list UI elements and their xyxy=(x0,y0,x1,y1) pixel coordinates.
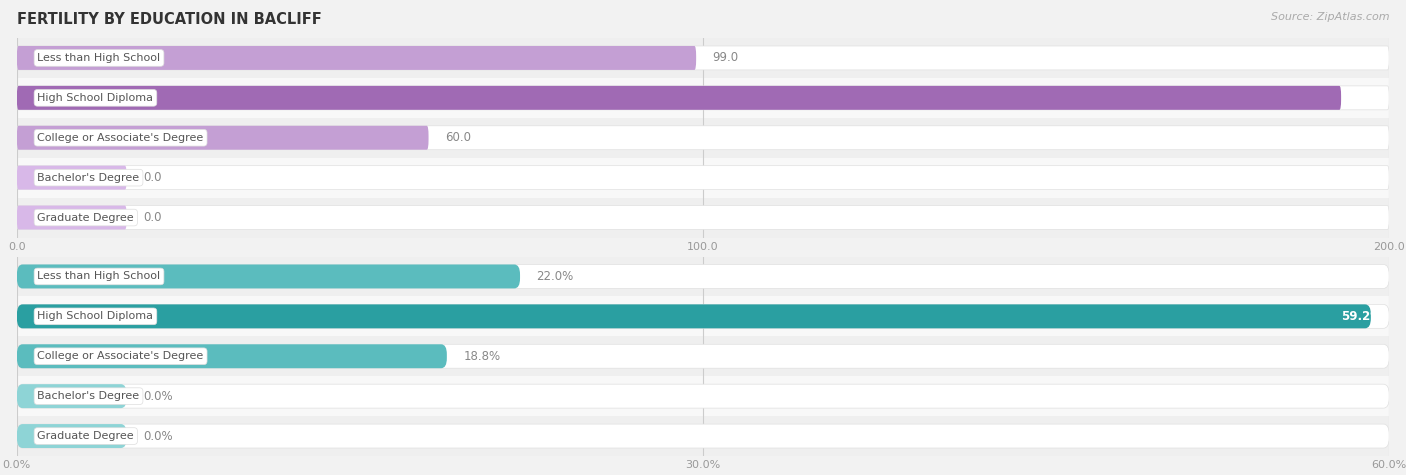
FancyBboxPatch shape xyxy=(17,46,1389,70)
Text: Bachelor's Degree: Bachelor's Degree xyxy=(38,172,139,183)
Text: Graduate Degree: Graduate Degree xyxy=(38,212,134,223)
Text: 60.0: 60.0 xyxy=(446,131,471,144)
FancyBboxPatch shape xyxy=(17,166,1389,190)
Text: High School Diploma: High School Diploma xyxy=(38,311,153,322)
Text: College or Associate's Degree: College or Associate's Degree xyxy=(38,133,204,143)
FancyBboxPatch shape xyxy=(17,265,520,288)
Bar xyxy=(17,158,1389,198)
Text: 0.0%: 0.0% xyxy=(143,390,173,403)
Text: College or Associate's Degree: College or Associate's Degree xyxy=(38,351,204,361)
FancyBboxPatch shape xyxy=(17,166,127,190)
Bar xyxy=(17,296,1389,336)
Text: Bachelor's Degree: Bachelor's Degree xyxy=(38,391,139,401)
Bar xyxy=(17,198,1389,238)
FancyBboxPatch shape xyxy=(17,384,127,408)
Text: 0.0: 0.0 xyxy=(143,211,162,224)
FancyBboxPatch shape xyxy=(17,46,696,70)
FancyBboxPatch shape xyxy=(17,206,127,229)
FancyBboxPatch shape xyxy=(17,424,1389,448)
Text: 22.0%: 22.0% xyxy=(537,270,574,283)
Text: 0.0: 0.0 xyxy=(143,171,162,184)
Bar xyxy=(17,38,1389,78)
FancyBboxPatch shape xyxy=(17,424,127,448)
Text: Less than High School: Less than High School xyxy=(38,271,160,282)
Text: High School Diploma: High School Diploma xyxy=(38,93,153,103)
Text: 18.8%: 18.8% xyxy=(464,350,501,363)
FancyBboxPatch shape xyxy=(17,265,1389,288)
Bar xyxy=(17,118,1389,158)
Bar xyxy=(17,336,1389,376)
Text: 59.2%: 59.2% xyxy=(1341,310,1382,323)
FancyBboxPatch shape xyxy=(17,126,1389,150)
Text: FERTILITY BY EDUCATION IN BACLIFF: FERTILITY BY EDUCATION IN BACLIFF xyxy=(17,12,322,27)
FancyBboxPatch shape xyxy=(17,206,1389,229)
FancyBboxPatch shape xyxy=(17,344,1389,368)
Bar xyxy=(17,78,1389,118)
Text: Source: ZipAtlas.com: Source: ZipAtlas.com xyxy=(1271,12,1389,22)
Bar xyxy=(17,416,1389,456)
FancyBboxPatch shape xyxy=(17,384,1389,408)
Text: Less than High School: Less than High School xyxy=(38,53,160,63)
FancyBboxPatch shape xyxy=(17,304,1371,328)
FancyBboxPatch shape xyxy=(17,86,1341,110)
FancyBboxPatch shape xyxy=(17,304,1389,328)
FancyBboxPatch shape xyxy=(17,86,1389,110)
FancyBboxPatch shape xyxy=(17,344,447,368)
Text: 193.0: 193.0 xyxy=(1346,91,1382,104)
Text: Graduate Degree: Graduate Degree xyxy=(38,431,134,441)
FancyBboxPatch shape xyxy=(17,126,429,150)
Text: 0.0%: 0.0% xyxy=(143,429,173,443)
Bar xyxy=(17,256,1389,296)
Bar xyxy=(17,376,1389,416)
Text: 99.0: 99.0 xyxy=(713,51,738,65)
